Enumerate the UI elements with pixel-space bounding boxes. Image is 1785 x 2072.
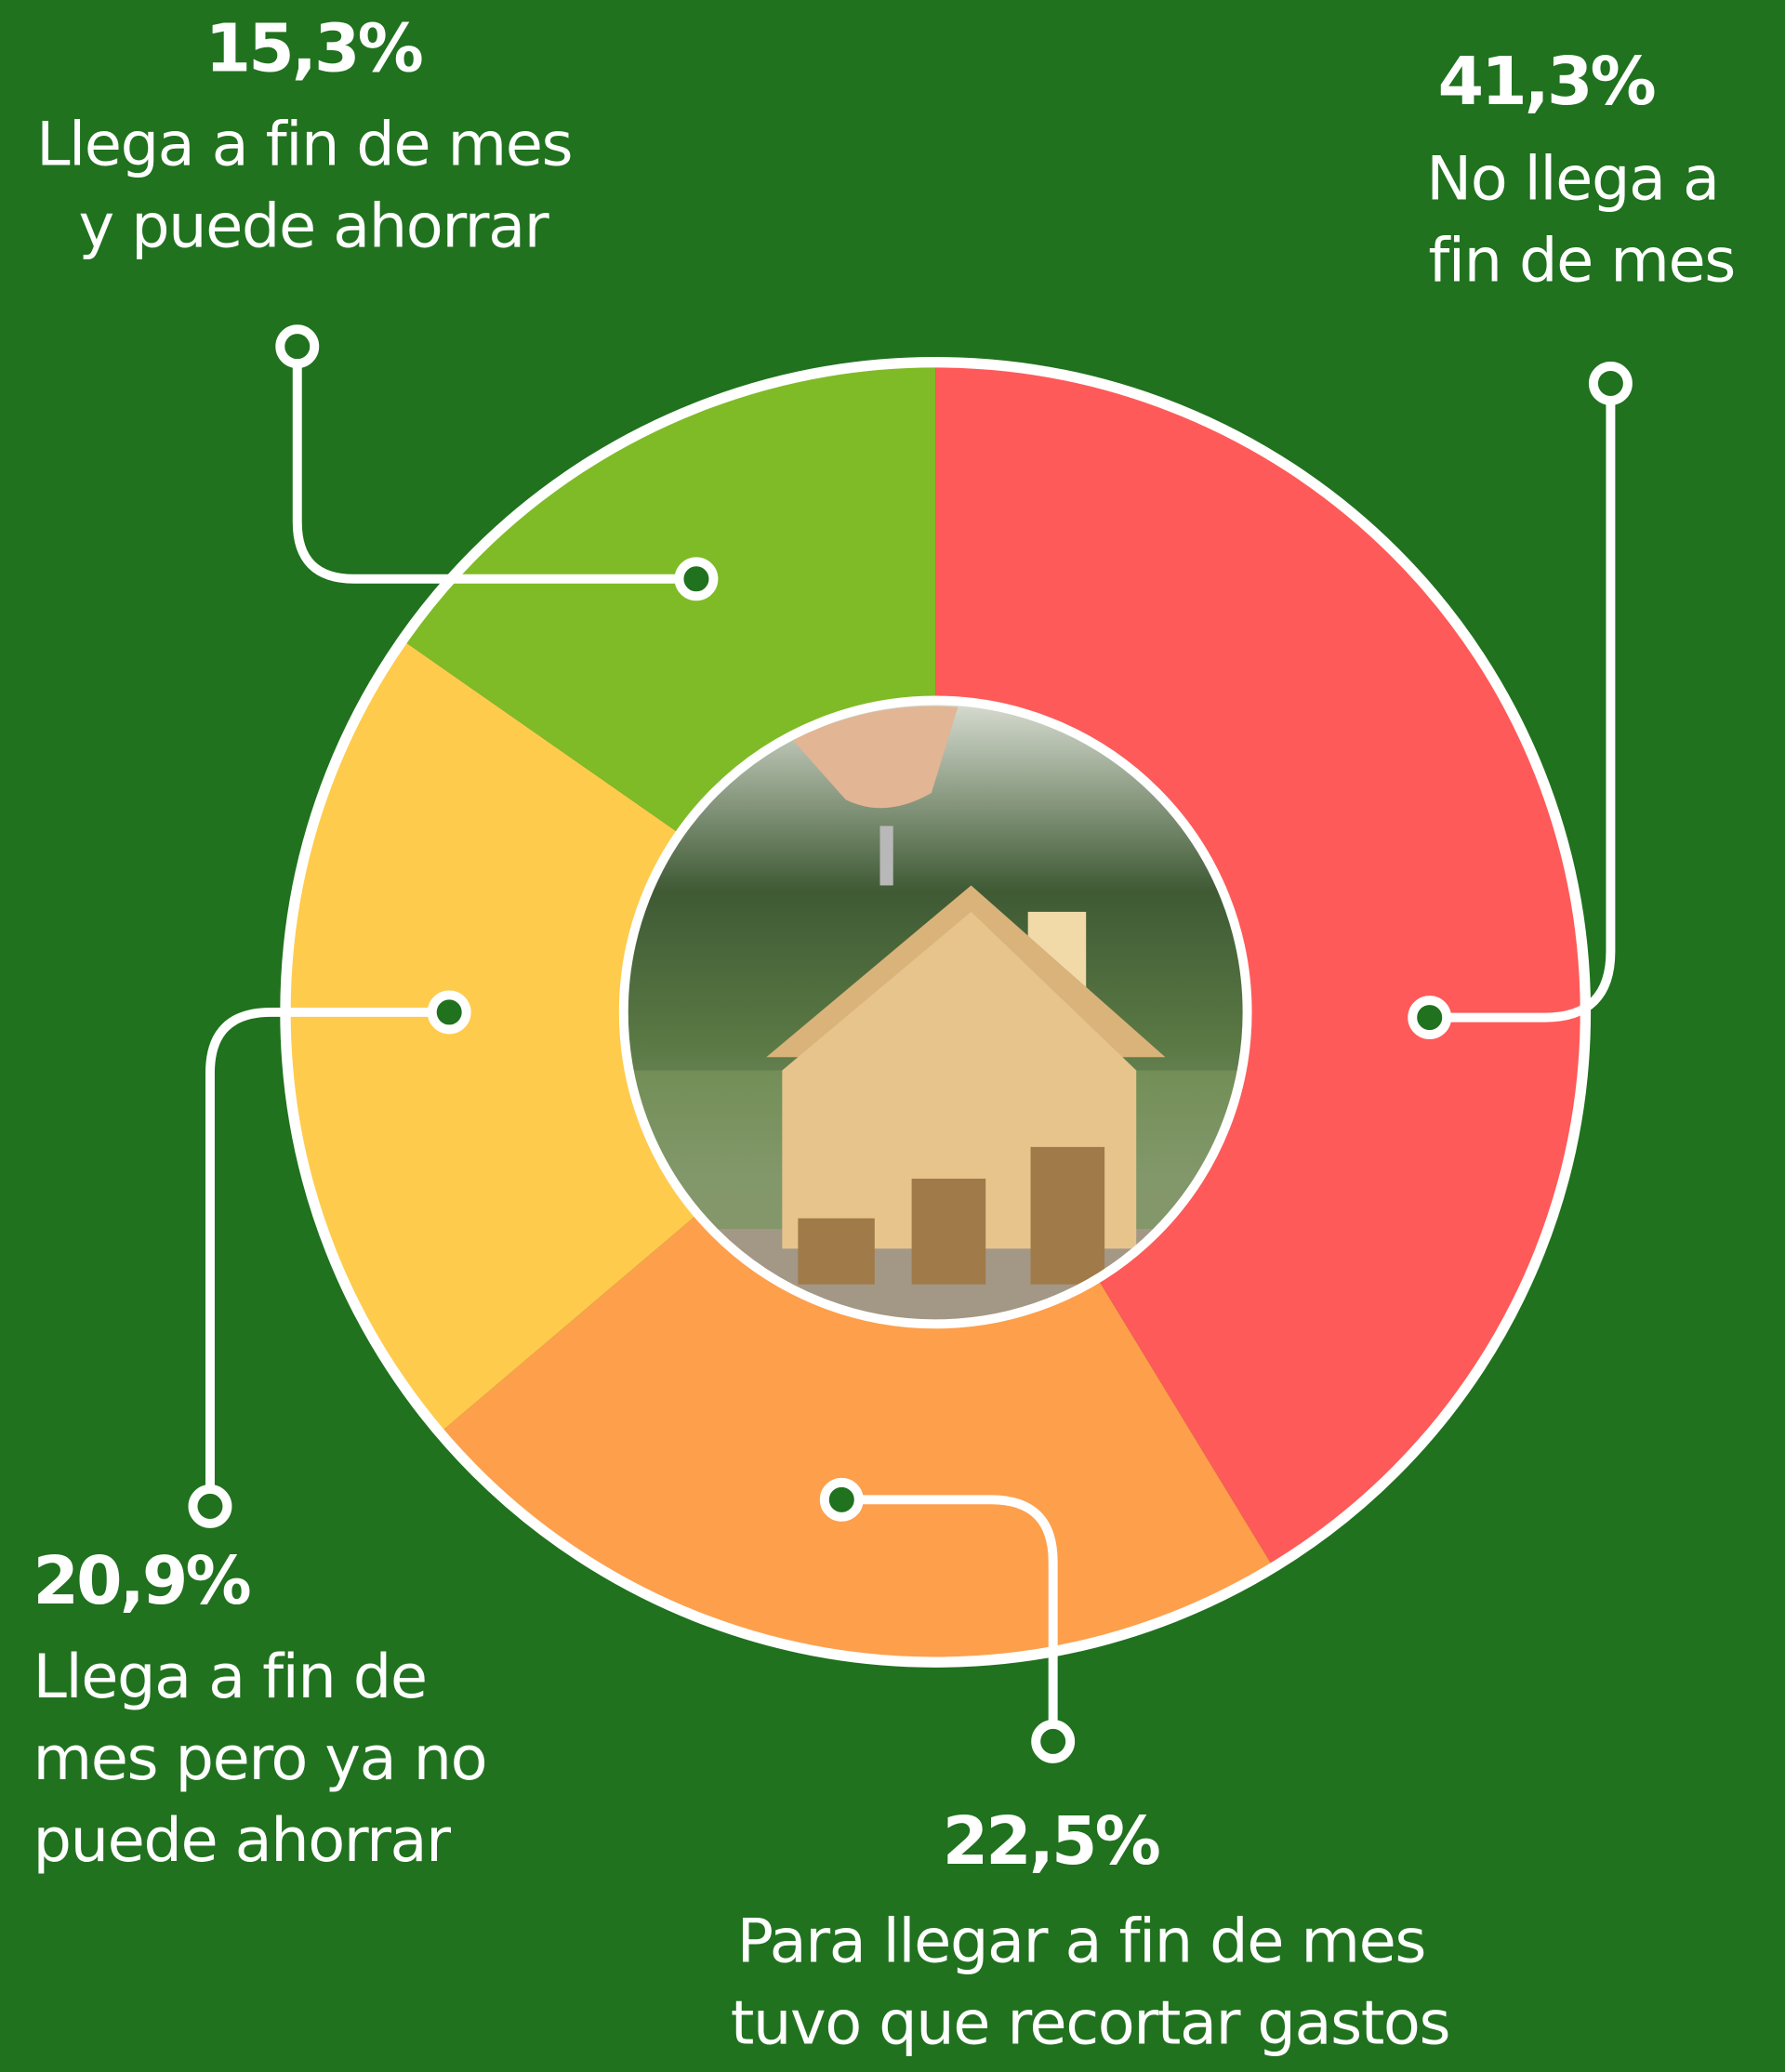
callout-line [205, 1007, 450, 1507]
value-label: 22,5% [943, 1802, 1159, 1880]
value-label: 41,3% [1438, 43, 1655, 120]
slice [440, 1213, 1274, 1663]
callout-dots [188, 324, 1633, 1763]
category-label: No llega a fin de mes [1426, 143, 1737, 296]
label-line: No llega a [1426, 143, 1737, 214]
category-label: Para llegar a fin de mes tuvo que recort… [731, 1906, 1449, 2058]
value-label: 15,3% [205, 10, 422, 87]
slice [935, 362, 1586, 1568]
value-label: 20,9% [33, 1542, 250, 1619]
donut [284, 362, 1586, 1663]
callout-line [292, 346, 696, 584]
label-line: fin de mes [1428, 226, 1735, 297]
category-label: Llega a fin de mes y puede ahorrar [36, 110, 589, 262]
callouts [205, 346, 1616, 1742]
label-line: Llega a fin de mes [36, 110, 589, 180]
category-label: Llega a fin de mes pero ya no puede ahor… [33, 1642, 505, 1876]
callout-line [841, 1495, 1058, 1742]
label-line: Llega a fin de [33, 1642, 444, 1712]
label-line: tuvo que recortar gastos [731, 1987, 1449, 2058]
label-line: Para llegar a fin de mes [737, 1906, 1444, 1976]
label-line: puede ahorrar [33, 1805, 452, 1876]
inner-ring [618, 695, 1252, 1329]
label-line: y puede ahorrar [78, 191, 549, 262]
callout-line [1429, 383, 1616, 1023]
slice [284, 640, 698, 1433]
label-line: mes pero ya no [33, 1723, 505, 1794]
slice [402, 362, 936, 834]
